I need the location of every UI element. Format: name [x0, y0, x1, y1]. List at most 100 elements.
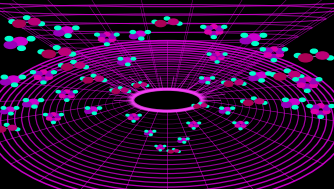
Circle shape: [271, 59, 277, 62]
Circle shape: [307, 105, 312, 108]
Circle shape: [42, 50, 55, 58]
Circle shape: [114, 33, 119, 36]
Circle shape: [192, 125, 196, 128]
Circle shape: [128, 117, 132, 119]
Circle shape: [298, 75, 304, 78]
Circle shape: [239, 128, 242, 130]
Circle shape: [9, 20, 15, 23]
Circle shape: [200, 77, 203, 79]
Circle shape: [235, 122, 239, 125]
Circle shape: [126, 114, 129, 116]
Circle shape: [23, 16, 30, 19]
Circle shape: [134, 84, 140, 87]
Circle shape: [41, 81, 46, 84]
Circle shape: [118, 87, 122, 89]
Circle shape: [189, 125, 192, 127]
Circle shape: [159, 148, 162, 150]
Circle shape: [199, 79, 205, 83]
Circle shape: [99, 38, 105, 41]
Circle shape: [90, 107, 98, 112]
Circle shape: [296, 78, 306, 84]
Circle shape: [138, 114, 141, 116]
Circle shape: [98, 107, 102, 109]
Circle shape: [276, 49, 284, 53]
Circle shape: [178, 151, 180, 152]
Circle shape: [43, 113, 47, 116]
Circle shape: [73, 91, 77, 93]
Circle shape: [64, 90, 69, 93]
Circle shape: [243, 100, 253, 105]
Circle shape: [65, 34, 71, 37]
Circle shape: [159, 145, 162, 147]
Circle shape: [0, 127, 6, 132]
Circle shape: [1, 107, 6, 109]
Circle shape: [218, 53, 224, 57]
Circle shape: [210, 53, 216, 57]
Circle shape: [130, 31, 135, 33]
Circle shape: [83, 77, 93, 83]
Circle shape: [71, 60, 76, 64]
Circle shape: [59, 94, 65, 98]
Circle shape: [161, 147, 164, 149]
Circle shape: [38, 50, 45, 54]
Circle shape: [157, 147, 159, 149]
Circle shape: [322, 105, 331, 110]
Circle shape: [80, 77, 85, 80]
Circle shape: [141, 83, 147, 86]
Circle shape: [300, 98, 305, 101]
Circle shape: [104, 33, 110, 36]
Circle shape: [192, 105, 195, 106]
Circle shape: [155, 145, 157, 147]
Circle shape: [149, 134, 152, 136]
Circle shape: [4, 41, 17, 48]
Circle shape: [231, 107, 234, 109]
Circle shape: [224, 81, 233, 86]
Circle shape: [62, 64, 72, 70]
Circle shape: [240, 38, 251, 44]
Circle shape: [255, 73, 266, 79]
Circle shape: [284, 69, 290, 73]
Circle shape: [178, 138, 181, 140]
Circle shape: [135, 117, 139, 119]
Circle shape: [238, 122, 242, 124]
Circle shape: [145, 132, 149, 135]
Circle shape: [292, 105, 298, 109]
Circle shape: [75, 63, 85, 68]
Circle shape: [310, 105, 319, 110]
Circle shape: [121, 88, 128, 92]
Circle shape: [58, 64, 64, 67]
Circle shape: [216, 30, 223, 34]
Circle shape: [28, 99, 38, 105]
Circle shape: [169, 150, 173, 153]
Circle shape: [317, 104, 324, 108]
Circle shape: [164, 17, 170, 20]
Circle shape: [270, 54, 278, 59]
Circle shape: [61, 27, 73, 34]
Circle shape: [56, 91, 60, 93]
Circle shape: [210, 57, 215, 60]
Circle shape: [153, 130, 156, 132]
Circle shape: [241, 83, 246, 85]
Circle shape: [98, 34, 106, 38]
Circle shape: [241, 122, 246, 125]
Circle shape: [118, 60, 125, 64]
Circle shape: [241, 100, 245, 103]
Circle shape: [220, 107, 223, 109]
Circle shape: [131, 57, 136, 60]
Circle shape: [109, 38, 115, 41]
Circle shape: [112, 89, 120, 93]
Circle shape: [68, 91, 75, 95]
Circle shape: [310, 83, 317, 87]
Circle shape: [247, 34, 260, 41]
Circle shape: [46, 76, 52, 79]
Circle shape: [266, 72, 271, 75]
Circle shape: [127, 90, 131, 92]
Circle shape: [172, 149, 175, 150]
Circle shape: [102, 79, 107, 81]
Circle shape: [192, 122, 195, 124]
Circle shape: [260, 48, 266, 51]
Circle shape: [23, 102, 31, 107]
Circle shape: [201, 104, 207, 107]
Circle shape: [34, 76, 41, 79]
Circle shape: [51, 71, 56, 74]
